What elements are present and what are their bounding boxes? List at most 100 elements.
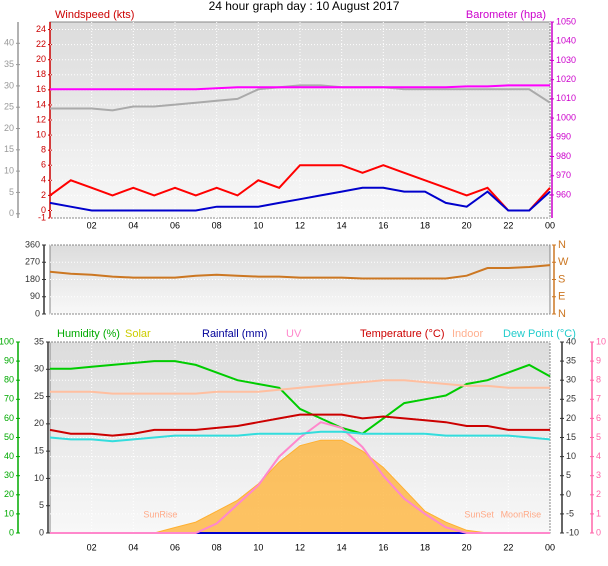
y-tick-label: 22: [36, 39, 46, 49]
x-tick-label: 14: [337, 220, 347, 230]
series-line: [50, 360, 551, 435]
y-tick-label: 10: [4, 508, 14, 518]
y2-tick-label: 1010: [556, 93, 576, 103]
y-tick-label: 0: [41, 205, 46, 215]
y-tick-label: 90: [4, 355, 14, 365]
legend-entry: Humidity (%): [57, 328, 120, 340]
annotation: SunSet: [464, 509, 494, 519]
x-tick-label: 10: [253, 220, 263, 230]
x-tick-label: 02: [87, 542, 97, 552]
y-tick-label: 10: [36, 129, 46, 139]
y2-tick-label: 20: [566, 413, 576, 423]
y3-tick-label: 15: [4, 144, 14, 154]
y-tick-label: 6: [41, 160, 46, 170]
annotation: MoonRise: [501, 509, 542, 519]
x-tick-label: 04: [128, 220, 138, 230]
y2-tick-label: N: [558, 308, 566, 320]
y2-tick-label: 960: [556, 189, 571, 199]
y4-tick-label: 10: [596, 336, 606, 346]
x-tick-label: 00: [545, 220, 555, 230]
x-tick-label: 16: [378, 220, 388, 230]
y-tick-label: 180: [25, 274, 40, 284]
y-tick-label: 100: [0, 336, 14, 346]
y-tick-label: 12: [36, 114, 46, 124]
y3-tick-label: 10: [34, 473, 44, 483]
y3-tick-label: 20: [34, 418, 44, 428]
y-tick-label: -1: [38, 212, 46, 222]
x-tick-label: 12: [295, 220, 305, 230]
y-tick-label: 2: [41, 190, 46, 200]
y-tick-label: 20: [36, 54, 46, 64]
x-tick-label: 08: [212, 542, 222, 552]
legend-entry: Indoor: [452, 328, 484, 340]
y2-tick-label: 1030: [556, 55, 576, 65]
series-line: [49, 430, 551, 443]
series-line: [50, 421, 550, 534]
y-tick-label: 90: [30, 291, 40, 301]
series-line: [49, 264, 551, 280]
y4-tick-label: 0: [596, 527, 601, 537]
y-axis-label: Windspeed (kts): [55, 9, 134, 21]
series-line: [50, 379, 550, 395]
x-tick-label: 02: [87, 220, 97, 230]
y3-tick-label: 35: [34, 336, 44, 346]
x-tick-label: 20: [462, 542, 472, 552]
y4-tick-label: 9: [596, 355, 601, 365]
x-tick-label: 04: [128, 542, 138, 552]
y2-tick-label: W: [558, 256, 569, 268]
y-tick-label: 16: [36, 84, 46, 94]
y4-tick-label: 1: [596, 508, 601, 518]
series-line: [50, 84, 550, 91]
y-tick-label: 18: [36, 69, 46, 79]
y2-axis-label: Barometer (hpa): [466, 9, 546, 21]
x-tick-label: 00: [545, 542, 555, 552]
x-tick-label: 22: [503, 220, 513, 230]
x-tick-label: 18: [420, 542, 430, 552]
y2-tick-label: 970: [556, 170, 571, 180]
x-tick-label: 22: [503, 542, 513, 552]
annotation: SunRise: [143, 509, 177, 519]
y-tick-label: 4: [41, 175, 46, 185]
chart-title: 24 hour graph day : 10 August 2017: [209, 0, 400, 13]
y2-tick-label: 990: [556, 132, 571, 142]
legend-entry: Solar: [125, 328, 151, 340]
series-line: [49, 164, 551, 212]
legend-entry: Rainfall (mm): [202, 328, 267, 340]
y3-tick-label: 5: [9, 187, 14, 197]
y3-tick-label: 30: [4, 80, 14, 90]
y3-tick-label: 35: [4, 59, 14, 69]
y4-tick-label: 7: [596, 394, 601, 404]
y4-tick-label: 2: [596, 489, 601, 499]
y3-tick-label: 0: [39, 527, 44, 537]
x-tick-label: 20: [462, 220, 472, 230]
series-line: [49, 413, 550, 437]
y-tick-label: 8: [41, 145, 46, 155]
y3-tick-label: 5: [39, 500, 44, 510]
y-tick-label: 360: [25, 239, 40, 249]
y4-tick-label: 4: [596, 451, 601, 461]
y2-tick-label: 15: [566, 432, 576, 442]
y-tick-label: 80: [4, 375, 14, 385]
y2-tick-label: 1000: [556, 112, 576, 122]
x-tick-label: 06: [170, 220, 180, 230]
y4-tick-label: 8: [596, 375, 601, 385]
y2-tick-label: 40: [566, 336, 576, 346]
y2-tick-label: 10: [566, 451, 576, 461]
y3-tick-label: 25: [34, 391, 44, 401]
y-tick-label: 270: [25, 257, 40, 267]
y2-tick-label: 1040: [556, 36, 576, 46]
y2-tick-label: 1050: [556, 16, 576, 26]
y3-tick-label: 0: [9, 208, 14, 218]
y2-tick-label: N: [558, 239, 566, 251]
y2-tick-label: 35: [566, 355, 576, 365]
x-tick-label: 10: [253, 542, 263, 552]
x-tick-label: 12: [295, 542, 305, 552]
y2-tick-label: 30: [566, 375, 576, 385]
y-tick-label: 50: [4, 432, 14, 442]
y-tick-label: 40: [4, 451, 14, 461]
x-tick-label: 16: [378, 542, 388, 552]
y2-tick-label: 1020: [556, 74, 576, 84]
y2-tick-label: 980: [556, 151, 571, 161]
series-line: [49, 186, 551, 212]
